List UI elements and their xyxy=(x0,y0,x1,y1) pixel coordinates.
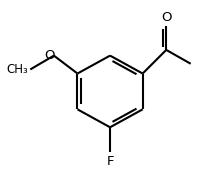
Text: F: F xyxy=(106,155,114,168)
Text: O: O xyxy=(45,49,55,62)
Text: CH₃: CH₃ xyxy=(6,63,28,76)
Text: O: O xyxy=(161,11,172,24)
